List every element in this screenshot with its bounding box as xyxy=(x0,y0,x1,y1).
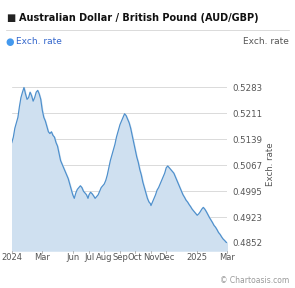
Text: © Chartoasis.com: © Chartoasis.com xyxy=(220,276,289,285)
Text: ●: ● xyxy=(6,37,14,48)
Text: ■: ■ xyxy=(6,13,15,23)
Y-axis label: Exch. rate: Exch. rate xyxy=(266,142,275,186)
Text: Australian Dollar / British Pound (AUD/GBP): Australian Dollar / British Pound (AUD/G… xyxy=(19,13,259,23)
Text: Exch. rate: Exch. rate xyxy=(16,37,62,46)
Text: Exch. rate: Exch. rate xyxy=(243,37,289,46)
